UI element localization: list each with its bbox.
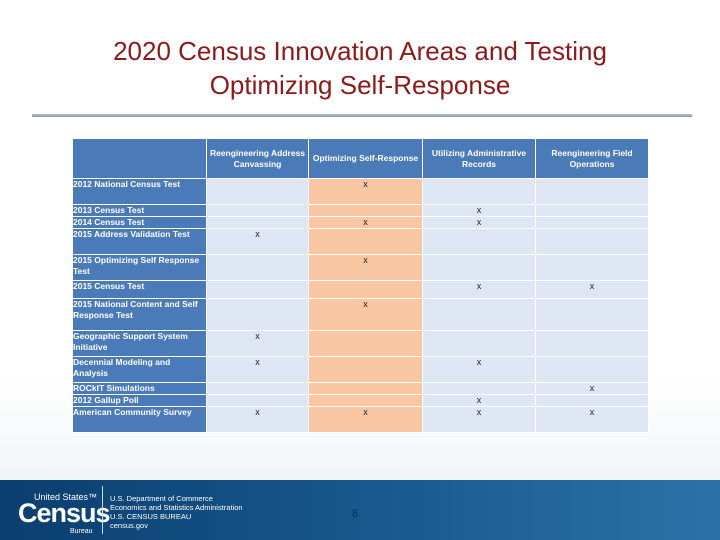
row-label: 2015 Address Validation Test	[72, 228, 207, 255]
table-cell	[206, 254, 309, 281]
census-logo-bureau: Bureau	[70, 528, 93, 535]
table-cell	[206, 394, 309, 407]
row-label: 2015 National Content and Self Response …	[72, 298, 207, 331]
table-cell	[535, 394, 649, 407]
column-header: Reengineering Address Canvassing	[206, 138, 309, 179]
table-cell: x	[422, 280, 536, 299]
table-cell	[206, 298, 309, 331]
table-cell	[422, 330, 536, 357]
table-cell	[422, 228, 536, 255]
slide-title-line2: Optimizing Self-Response	[209, 70, 511, 100]
slide-title: 2020 Census Innovation Areas and Testing…	[0, 34, 720, 102]
table-cell: x	[308, 254, 423, 281]
row-label: 2014 Census Test	[72, 216, 207, 229]
table-cell: x	[206, 228, 309, 255]
table-cell: x	[308, 298, 423, 331]
table-row: ROCkIT Simulations x	[72, 382, 649, 395]
table-row: 2015 Address Validation Test x	[72, 228, 649, 255]
table-cell: x	[422, 394, 536, 407]
row-label: 2012 National Census Test	[72, 178, 207, 205]
row-label: 2012 Gallup Poll	[72, 394, 207, 407]
table-cell	[535, 298, 649, 331]
agency-line: U.S. Department of Commerce	[110, 494, 213, 503]
row-label: 2015 Optimizing Self Response Test	[72, 254, 207, 281]
table-cell	[308, 394, 423, 407]
row-label: American Community Survey	[72, 406, 207, 433]
table-cell	[308, 330, 423, 357]
table-cell	[535, 228, 649, 255]
table-cell: x	[308, 216, 423, 229]
row-label: 2013 Census Test	[72, 204, 207, 217]
table-cell	[422, 382, 536, 395]
table-row: Decennial Modeling and Analysis x x	[72, 356, 649, 383]
table-cell: x	[206, 356, 309, 383]
table-row: 2015 Optimizing Self Response Test x	[72, 254, 649, 281]
table-cell: x	[308, 406, 423, 433]
row-label: 2015 Census Test	[72, 280, 207, 299]
table-row: 2014 Census Test x x	[72, 216, 649, 229]
table-row: 2012 National Census Test x	[72, 178, 649, 205]
table-cell	[535, 216, 649, 229]
table-cell	[535, 204, 649, 217]
table-cell	[308, 204, 423, 217]
table-cell	[308, 382, 423, 395]
table-cell: x	[308, 178, 423, 205]
table-row: Geographic Support System Initiative x	[72, 330, 649, 357]
column-header: Reengineering Field Operations	[535, 138, 649, 179]
table-corner-cell	[72, 138, 207, 179]
table-cell	[308, 280, 423, 299]
agency-line: census.gov	[110, 521, 148, 530]
table-cell	[206, 178, 309, 205]
column-header: Utilizing Administrative Records	[422, 138, 536, 179]
table-cell	[422, 178, 536, 205]
table-body: 2012 National Census Test x 2013 Census Te…	[72, 178, 649, 433]
page-number: 6	[352, 508, 359, 520]
table-cell: x	[535, 406, 649, 433]
table-cell	[535, 254, 649, 281]
table-cell: x	[422, 204, 536, 217]
table-cell	[206, 382, 309, 395]
table-cell	[206, 216, 309, 229]
table-cell: x	[535, 382, 649, 395]
table-cell	[206, 280, 309, 299]
table-cell: x	[422, 406, 536, 433]
row-label: Geographic Support System Initiative	[72, 330, 207, 357]
table-row: 2015 National Content and Self Response …	[72, 298, 649, 331]
census-logo: Census	[18, 498, 111, 528]
table-cell	[308, 228, 423, 255]
title-divider	[32, 114, 692, 117]
table-cell: x	[422, 356, 536, 383]
table-header-row: Reengineering Address Canvassing Optimiz…	[72, 138, 649, 179]
agency-info: U.S. Department of Commerce Economics an…	[110, 494, 243, 530]
table-cell	[535, 356, 649, 383]
table-cell	[535, 330, 649, 357]
row-label: ROCkIT Simulations	[72, 382, 207, 395]
census-logo-us: United States™	[34, 492, 98, 502]
table-row: 2012 Gallup Poll x	[72, 394, 649, 407]
slide-title-line1: 2020 Census Innovation Areas and Testing	[113, 36, 607, 66]
column-header: Optimizing Self-Response	[308, 138, 423, 179]
table-cell: x	[535, 280, 649, 299]
agency-line: U.S. CENSUS BUREAU	[110, 512, 192, 521]
footer-bar: United States™ Census Bureau U.S. Depart…	[0, 480, 720, 540]
table-row: 2013 Census Test x	[72, 204, 649, 217]
table-cell: x	[206, 330, 309, 357]
table-cell: x	[422, 216, 536, 229]
table-cell: x	[206, 406, 309, 433]
table-cell	[535, 178, 649, 205]
table-row: 2015 Census Test x x	[72, 280, 649, 299]
footer-divider	[102, 486, 103, 534]
table-cell	[422, 254, 536, 281]
row-label: Decennial Modeling and Analysis	[72, 356, 207, 383]
agency-line: Economics and Statistics Administration	[110, 503, 243, 512]
innovation-testing-table: Reengineering Address Canvassing Optimiz…	[72, 138, 649, 433]
table-cell	[206, 204, 309, 217]
table-cell	[422, 298, 536, 331]
table-row: American Community Survey x x x x	[72, 406, 649, 433]
table-cell	[308, 356, 423, 383]
